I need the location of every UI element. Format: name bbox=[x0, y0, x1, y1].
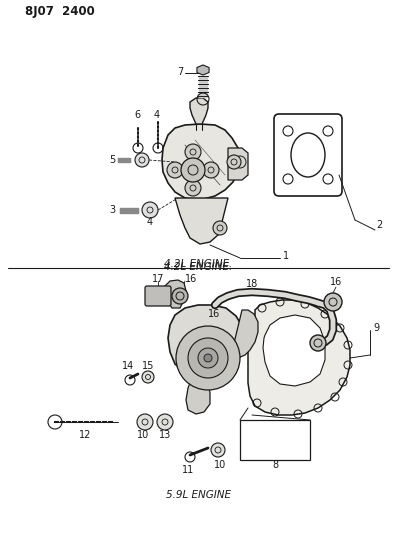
Text: 15: 15 bbox=[142, 361, 154, 371]
Text: 7: 7 bbox=[177, 67, 183, 77]
Text: 2: 2 bbox=[376, 220, 382, 230]
Text: 12: 12 bbox=[79, 430, 91, 440]
Text: 9: 9 bbox=[373, 323, 379, 333]
Polygon shape bbox=[263, 315, 325, 386]
Polygon shape bbox=[197, 65, 209, 75]
Text: 17: 17 bbox=[152, 274, 164, 284]
Circle shape bbox=[204, 354, 212, 362]
Text: 5.9L ENGINE: 5.9L ENGINE bbox=[166, 490, 231, 500]
Text: 16: 16 bbox=[330, 277, 342, 287]
FancyBboxPatch shape bbox=[145, 286, 171, 306]
Text: 10: 10 bbox=[137, 430, 149, 440]
Text: 16: 16 bbox=[208, 309, 220, 319]
Circle shape bbox=[157, 414, 173, 430]
Circle shape bbox=[142, 202, 158, 218]
Circle shape bbox=[211, 443, 225, 457]
Polygon shape bbox=[186, 378, 210, 414]
Circle shape bbox=[142, 371, 154, 383]
Polygon shape bbox=[248, 300, 350, 415]
Text: 11: 11 bbox=[182, 465, 194, 475]
Circle shape bbox=[176, 326, 240, 390]
Text: 8: 8 bbox=[272, 460, 278, 470]
Circle shape bbox=[213, 221, 227, 235]
Polygon shape bbox=[230, 310, 258, 360]
Circle shape bbox=[181, 158, 205, 182]
Polygon shape bbox=[162, 124, 240, 200]
Circle shape bbox=[172, 288, 188, 304]
Circle shape bbox=[188, 338, 228, 378]
Circle shape bbox=[185, 180, 201, 196]
Circle shape bbox=[324, 293, 342, 311]
Text: 1: 1 bbox=[283, 251, 289, 261]
Text: 3: 3 bbox=[109, 205, 115, 215]
Polygon shape bbox=[175, 198, 228, 244]
Text: 4: 4 bbox=[147, 217, 153, 227]
Circle shape bbox=[185, 144, 201, 160]
Text: 8J07  2400: 8J07 2400 bbox=[25, 5, 95, 19]
Polygon shape bbox=[168, 305, 244, 378]
Circle shape bbox=[310, 335, 326, 351]
Text: 14: 14 bbox=[122, 361, 134, 371]
Circle shape bbox=[137, 414, 153, 430]
Text: 16: 16 bbox=[185, 274, 197, 284]
Circle shape bbox=[203, 162, 219, 178]
Text: 4: 4 bbox=[154, 110, 160, 120]
Circle shape bbox=[198, 348, 218, 368]
Polygon shape bbox=[190, 98, 208, 124]
Text: 18: 18 bbox=[246, 279, 258, 289]
Text: 4.2L ENGINE.: 4.2L ENGINE. bbox=[164, 259, 232, 269]
Circle shape bbox=[135, 153, 149, 167]
Text: 4.2L ENGINE.: 4.2L ENGINE. bbox=[164, 262, 232, 272]
Text: 13: 13 bbox=[159, 430, 171, 440]
Text: 5: 5 bbox=[109, 155, 115, 165]
Polygon shape bbox=[228, 148, 248, 180]
Text: 10: 10 bbox=[214, 460, 226, 470]
Polygon shape bbox=[165, 280, 186, 308]
Bar bbox=[240, 420, 310, 460]
Circle shape bbox=[227, 155, 241, 169]
Text: 6: 6 bbox=[134, 110, 140, 120]
Circle shape bbox=[167, 162, 183, 178]
